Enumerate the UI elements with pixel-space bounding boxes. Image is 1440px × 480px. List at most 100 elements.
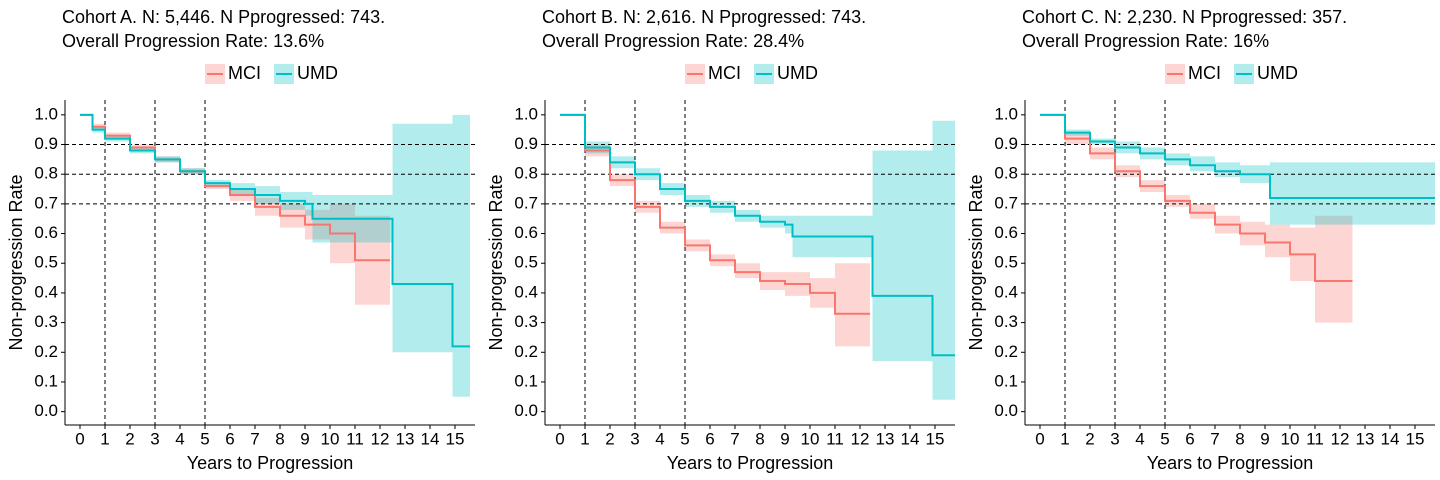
legend-label: MCI [708,63,741,83]
x-tick-label: 9 [300,429,309,448]
x-tick-label: 7 [250,429,259,448]
x-tick-label: 12 [371,429,390,448]
y-tick-label: 0.4 [514,282,538,301]
y-tick-label: 0.0 [514,401,538,420]
x-axis-title: Years to Progression [187,453,353,473]
survival-line [80,113,470,348]
y-axis-title: Non-progression Rate [6,174,26,350]
confidence-band [80,114,470,397]
x-tick-label: 0 [555,429,564,448]
legend-label: MCI [228,63,261,83]
legend-label: UMD [1257,63,1298,83]
x-tick-label: 6 [705,429,714,448]
confidence-band [1040,114,1435,225]
legend-label: UMD [297,63,338,83]
y-tick-label: 0.8 [514,164,538,183]
x-tick-label: 5 [200,429,209,448]
x-tick-label: 15 [446,429,465,448]
y-tick-label: 0.4 [34,282,58,301]
y-axis-title: Non-progression Rate [966,174,986,350]
panel-title: Cohort C. N: 2,230. N Pprogressed: 357. [1022,7,1347,27]
x-tick-label: 9 [1260,429,1269,448]
panel: Cohort A. N: 5,446. N Pprogressed: 743. O… [6,7,475,473]
x-tick-label: 6 [1185,429,1194,448]
y-tick-label: 0.9 [514,134,538,153]
survival-line [80,113,390,262]
y-tick-label: 0.6 [34,223,58,242]
x-tick-label: 10 [1281,429,1300,448]
legend-label: MCI [1188,63,1221,83]
x-tick-label: 8 [755,429,764,448]
survival-line [560,113,955,357]
y-tick-label: 1.0 [514,104,538,123]
x-tick-label: 14 [901,429,920,448]
survival-line [560,113,870,315]
x-tick-label: 3 [630,429,639,448]
panel-subtitle: Overall Progression Rate: 16% [1022,31,1269,51]
y-tick-label: 0.1 [994,371,1018,390]
y-tick-label: 0.2 [514,342,538,361]
y-tick-label: 0.5 [34,253,58,272]
x-tick-label: 12 [1331,429,1350,448]
y-tick-label: 0.7 [994,193,1018,212]
x-tick-label: 13 [396,429,415,448]
y-tick-label: 0.6 [514,223,538,242]
y-tick-label: 0.4 [994,282,1018,301]
x-tick-label: 1 [580,429,589,448]
survival-line [1040,113,1353,283]
y-tick-label: 0.2 [994,342,1018,361]
confidence-band [80,114,390,305]
confidence-band [560,114,955,400]
x-axis-title: Years to Progression [1147,453,1313,473]
y-tick-label: 0.3 [514,312,538,331]
y-tick-label: 0.0 [34,401,58,420]
x-tick-label: 2 [125,429,134,448]
x-tick-label: 5 [1160,429,1169,448]
y-tick-label: 0.6 [994,223,1018,242]
x-tick-label: 6 [225,429,234,448]
x-tick-label: 3 [1110,429,1119,448]
confidence-band [1040,114,1353,323]
y-tick-label: 0.7 [34,193,58,212]
x-tick-label: 11 [346,429,364,448]
y-axis-title: Non-progression Rate [486,174,506,350]
x-tick-label: 4 [655,429,664,448]
x-tick-label: 15 [1406,429,1425,448]
x-tick-label: 4 [1135,429,1144,448]
panel-subtitle: Overall Progression Rate: 28.4% [542,31,804,51]
x-tick-label: 2 [1085,429,1094,448]
y-tick-label: 0.9 [34,134,58,153]
y-tick-label: 0.3 [34,312,58,331]
y-tick-label: 0.2 [34,342,58,361]
x-tick-label: 7 [730,429,739,448]
legend-label: UMD [777,63,818,83]
x-tick-label: 1 [1060,429,1069,448]
x-tick-label: 14 [421,429,440,448]
x-tick-label: 7 [1210,429,1219,448]
x-tick-label: 8 [275,429,284,448]
y-tick-label: 0.8 [34,164,58,183]
y-tick-label: 0.7 [514,193,538,212]
y-tick-label: 0.8 [994,164,1018,183]
x-tick-label: 15 [926,429,945,448]
x-tick-label: 11 [826,429,844,448]
panel-title: Cohort B. N: 2,616. N Pprogressed: 743. [542,7,866,27]
y-tick-label: 1.0 [994,104,1018,123]
x-tick-label: 11 [1306,429,1324,448]
y-tick-label: 0.5 [514,253,538,272]
x-tick-label: 10 [321,429,340,448]
x-tick-label: 13 [1356,429,1375,448]
x-tick-label: 9 [780,429,789,448]
y-tick-label: 0.1 [34,371,58,390]
x-tick-label: 10 [801,429,820,448]
survival-line [1040,113,1435,199]
x-tick-label: 8 [1235,429,1244,448]
x-tick-label: 12 [851,429,870,448]
x-tick-label: 0 [75,429,84,448]
y-tick-label: 0.3 [994,312,1018,331]
x-tick-label: 3 [150,429,159,448]
x-tick-label: 4 [175,429,184,448]
confidence-band [560,114,870,347]
x-tick-label: 14 [1381,429,1400,448]
